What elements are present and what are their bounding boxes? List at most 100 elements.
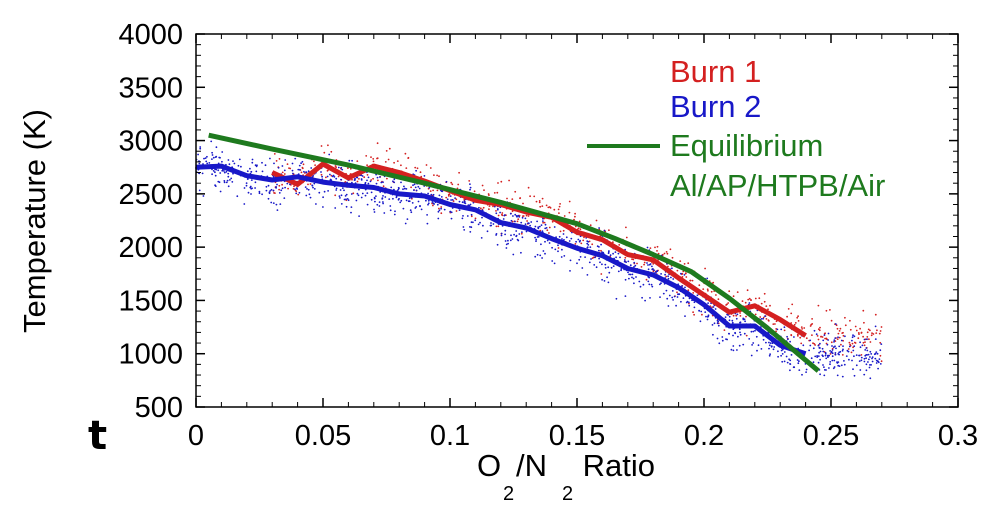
scatter-point xyxy=(732,334,734,337)
scatter-point xyxy=(741,300,744,302)
scatter-point xyxy=(826,343,829,346)
scatter-point xyxy=(381,198,384,200)
scatter-point xyxy=(706,288,709,291)
scatter-point xyxy=(281,171,284,174)
scatter-point xyxy=(831,359,834,362)
series-line-equilibrium xyxy=(208,132,820,373)
scatter-point xyxy=(307,188,310,191)
scatter-point xyxy=(879,349,882,352)
x-tick-label: 0 xyxy=(188,420,204,452)
scatter-point xyxy=(802,344,805,347)
y-tick-label: 3000 xyxy=(118,126,183,158)
scatter-point xyxy=(227,159,230,161)
scatter-point xyxy=(679,260,682,262)
scatter-point xyxy=(287,187,289,190)
scatter-point xyxy=(366,164,368,167)
x-tick-labels: 0 0.05 0.1 0.15 0.2 0.25 0.3 xyxy=(188,420,978,452)
scatter-point xyxy=(717,324,720,327)
scatter-point xyxy=(384,161,387,163)
scatter-point xyxy=(225,181,228,184)
scatter-point xyxy=(404,222,407,225)
scatter-point xyxy=(684,315,686,317)
scatter-point xyxy=(534,236,536,239)
scatter-point xyxy=(797,315,799,318)
scatter-point xyxy=(372,158,375,160)
scatter-point xyxy=(570,237,573,240)
scatter-point xyxy=(844,316,846,319)
scatter-point xyxy=(277,166,280,169)
scatter-point xyxy=(426,214,428,216)
scatter-point xyxy=(633,282,635,285)
scatter-point xyxy=(783,329,786,332)
scatter-point xyxy=(760,318,763,320)
scatter-point xyxy=(866,349,869,352)
scatter-point xyxy=(478,206,480,209)
scatter-point xyxy=(869,350,872,353)
scatter-point xyxy=(427,203,429,206)
scatter-point xyxy=(403,187,406,190)
scatter-point xyxy=(291,162,294,165)
scatter-point xyxy=(859,341,861,344)
scatter-point xyxy=(361,175,364,177)
scatter-point xyxy=(828,354,830,357)
scatter-point xyxy=(431,201,434,203)
scatter-point xyxy=(569,270,571,272)
scatter-point xyxy=(340,178,342,181)
scatter-point xyxy=(653,269,655,272)
scatter-point xyxy=(333,176,336,178)
scatter-point xyxy=(640,266,643,268)
scatter-point xyxy=(823,374,826,377)
scatter-point xyxy=(788,358,790,361)
scatter-point xyxy=(698,284,701,287)
scatter-point xyxy=(757,344,760,347)
scatter-point xyxy=(521,216,524,219)
scatter-point xyxy=(358,188,360,191)
scatter-point xyxy=(589,246,592,249)
scatter-point xyxy=(612,241,614,244)
scatter-point xyxy=(425,199,427,202)
scatter-point xyxy=(458,209,461,212)
scatter-point xyxy=(603,280,606,282)
scatter-point xyxy=(748,302,751,304)
scatter-point xyxy=(265,185,268,188)
scatter-point xyxy=(843,360,845,362)
scatter-point xyxy=(525,214,528,217)
scatter-point xyxy=(829,309,831,311)
scatter-point xyxy=(817,355,820,357)
scatter-point xyxy=(458,171,460,174)
scatter-point xyxy=(880,343,883,345)
scatter-point xyxy=(539,205,542,208)
scatter-point xyxy=(659,283,661,286)
scatter-point xyxy=(544,223,547,226)
scatter-point xyxy=(399,201,402,204)
scatter-point xyxy=(376,157,378,160)
scatter-point xyxy=(240,165,242,168)
scatter-point xyxy=(770,345,773,348)
scatter-point xyxy=(868,358,870,361)
scatter-point xyxy=(223,180,226,182)
scatter-point xyxy=(836,374,839,377)
scatter-point xyxy=(433,174,435,177)
scatter-point xyxy=(684,286,686,289)
scatter-point xyxy=(221,151,224,153)
scatter-point xyxy=(515,230,518,232)
scatter-point xyxy=(614,251,617,254)
scatter-point xyxy=(420,208,423,211)
scatter-point xyxy=(656,245,659,248)
scatter-point xyxy=(557,250,559,253)
scatter-point xyxy=(254,187,256,189)
scatter-point xyxy=(874,338,877,340)
scatter-point xyxy=(829,353,832,355)
scatter-point xyxy=(676,269,679,272)
scatter-point xyxy=(514,213,517,216)
y-axis-label: Temperature (K) xyxy=(17,109,52,333)
scatter-point xyxy=(524,223,527,226)
scatter-point xyxy=(413,183,416,186)
scatter-point xyxy=(662,292,665,295)
scatter-point xyxy=(692,292,695,294)
scatter-point xyxy=(819,342,821,345)
scatter-point xyxy=(645,278,648,281)
scatter-point xyxy=(819,358,821,361)
y-tick-label: 4000 xyxy=(118,19,183,51)
